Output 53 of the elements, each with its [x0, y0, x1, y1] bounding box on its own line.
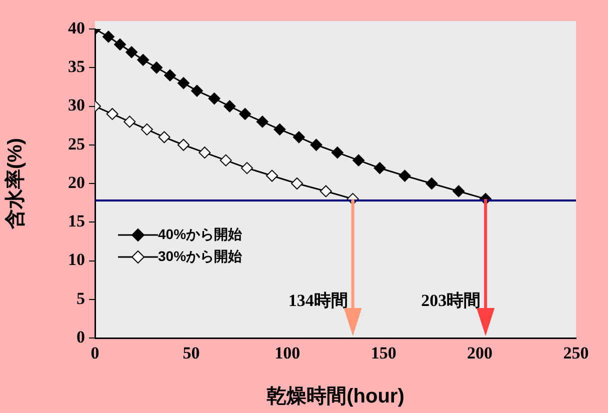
point — [291, 178, 304, 190]
point — [220, 154, 232, 166]
legend-label: 30%から開始 — [158, 248, 242, 266]
y-tick-label: 10 — [68, 250, 85, 270]
y-tick-label: 0 — [76, 327, 85, 346]
y-tick-label: 20 — [68, 172, 85, 192]
x-tick-label: 100 — [274, 344, 300, 363]
point — [320, 185, 332, 198]
x-tick-label: 200 — [467, 344, 493, 363]
point — [102, 30, 114, 43]
point — [106, 108, 118, 120]
point — [331, 146, 344, 159]
y-tick-label: 30 — [68, 96, 85, 115]
point — [398, 170, 411, 182]
annotation: 134時間 — [288, 290, 348, 310]
point — [178, 138, 190, 151]
point — [190, 84, 203, 97]
point — [266, 170, 278, 182]
point — [198, 146, 211, 159]
y-tick-label: 5 — [76, 288, 85, 308]
x-tick-label: 150 — [370, 344, 396, 363]
point — [150, 62, 163, 74]
y-axis-title: 含水率(%) — [4, 138, 27, 230]
point — [114, 38, 126, 50]
point — [137, 54, 150, 66]
point — [208, 92, 220, 105]
point — [240, 162, 253, 174]
point — [292, 131, 305, 144]
point — [224, 100, 236, 112]
x-tick-label: 0 — [90, 344, 100, 363]
point — [140, 123, 153, 136]
annotation: 203時間 — [421, 290, 481, 310]
y-tick-label: 25 — [68, 134, 85, 154]
x-tick-label: 50 — [182, 344, 200, 363]
y-tick-label: 15 — [68, 212, 85, 231]
point — [126, 46, 138, 58]
point — [352, 154, 365, 166]
y-tick-label: 40 — [68, 18, 85, 38]
point — [256, 116, 268, 128]
point — [164, 69, 176, 82]
point — [274, 123, 286, 136]
x-axis-title: 乾燥時間(hour) — [266, 386, 404, 408]
point — [158, 131, 170, 144]
point — [178, 77, 190, 90]
point — [374, 162, 386, 174]
point — [124, 116, 136, 128]
y-tick-label: 35 — [68, 57, 85, 76]
point — [452, 185, 465, 198]
point — [310, 138, 322, 151]
point — [426, 178, 438, 190]
legend-label: 40%から開始 — [158, 226, 242, 244]
x-tick-label: 250 — [563, 344, 589, 363]
point — [239, 108, 252, 120]
